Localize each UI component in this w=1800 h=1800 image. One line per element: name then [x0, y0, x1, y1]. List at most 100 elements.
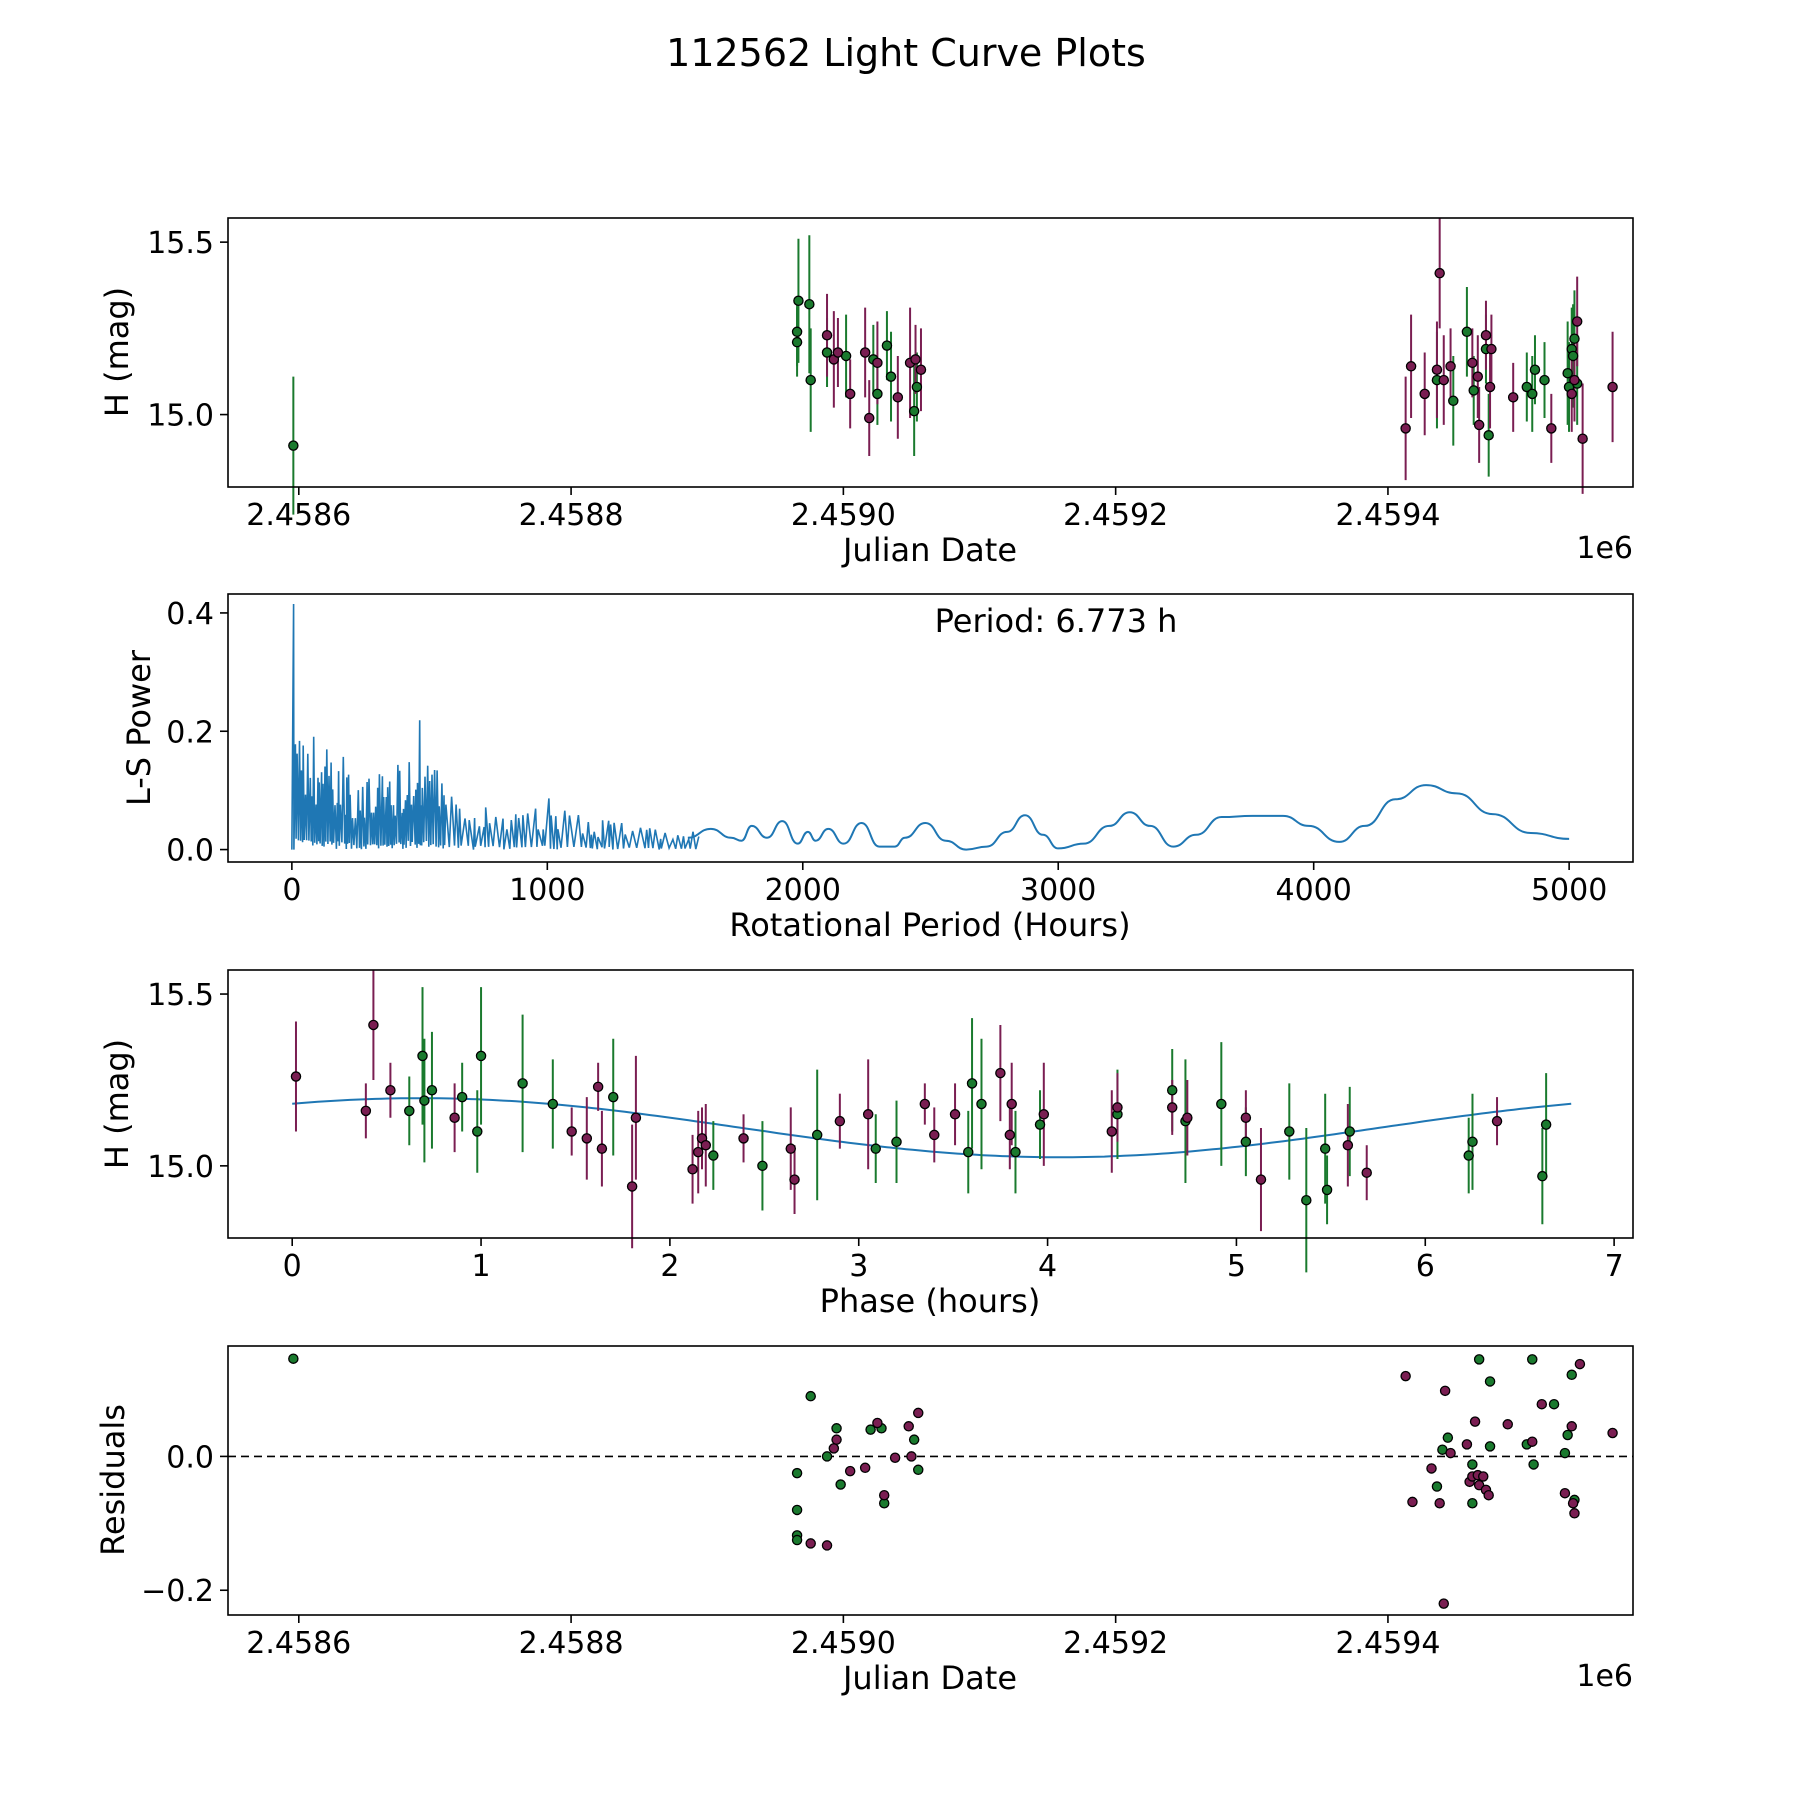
y-tick-label: 15.0	[147, 399, 214, 434]
x-tick-label: 2.4590	[791, 498, 896, 533]
green-data-point	[1344, 1126, 1355, 1137]
purple-data-point	[821, 330, 833, 341]
green-data-point	[811, 1129, 823, 1141]
purple-data-point	[859, 1462, 871, 1474]
x-tick-label: 0	[282, 873, 301, 908]
purple-data-point	[834, 1115, 846, 1127]
green-data-point	[831, 1423, 842, 1434]
purple-data-point	[949, 1109, 961, 1120]
x-tick-label: 4	[1038, 1249, 1057, 1284]
purple-data-point	[1607, 381, 1618, 393]
purple-data-point	[878, 1489, 890, 1501]
panel-periodogram: Rotational Period (Hours) L-S Power Peri…	[120, 593, 1634, 944]
green-data-point	[791, 336, 803, 348]
purple-data-point	[1405, 361, 1417, 372]
green-data-point	[891, 1136, 902, 1148]
phasefold-axes-frame	[227, 969, 1634, 1239]
lightcurve-y-label: H (mag)	[98, 287, 136, 417]
green-data-point	[417, 1050, 428, 1062]
x-tick-label: 3	[849, 1249, 868, 1284]
purple-data-point	[892, 392, 904, 403]
green-data-point	[791, 326, 803, 338]
y-tick-label: 0.2	[166, 715, 214, 750]
green-data-point	[805, 1390, 816, 1402]
green-data-point	[791, 1504, 803, 1516]
purple-data-point	[789, 1174, 800, 1185]
purple-data-point	[1438, 374, 1450, 386]
purple-data-point	[566, 1126, 577, 1137]
green-data-point	[475, 1050, 487, 1062]
purple-data-point	[1527, 1436, 1538, 1447]
green-data-point	[804, 298, 815, 310]
purple-data-point	[1484, 381, 1496, 393]
purple-data-point	[692, 1146, 704, 1158]
purple-data-point	[1507, 392, 1519, 403]
residuals-plot-area	[228, 1353, 1633, 1609]
green-data-point	[426, 1085, 438, 1096]
green-data-point	[791, 1534, 803, 1546]
green-data-point	[1301, 1194, 1312, 1206]
lightcurve-plot-area	[288, 218, 1618, 515]
purple-data-point	[1419, 388, 1430, 400]
purple-data-point	[1400, 1370, 1411, 1382]
y-tick-label: 15.5	[147, 226, 214, 261]
x-tick-label: 2.4592	[1063, 498, 1168, 533]
lightcurve-x-label: Julian Date	[841, 531, 1017, 569]
x-tick-label: 2.4586	[246, 498, 351, 533]
purple-data-point	[592, 1081, 604, 1093]
purple-data-point	[1434, 267, 1445, 279]
purple-data-point	[859, 347, 871, 358]
green-data-point	[1319, 1143, 1331, 1154]
purple-data-point	[872, 357, 883, 369]
green-data-point	[865, 1424, 876, 1435]
purple-data-point	[687, 1164, 698, 1175]
purple-data-point	[1004, 1129, 1016, 1141]
purple-data-point	[1106, 1126, 1118, 1137]
green-data-point	[288, 440, 299, 451]
green-data-point	[1034, 1119, 1046, 1130]
purple-data-point	[906, 1451, 917, 1462]
purple-data-point	[1426, 1463, 1437, 1474]
green-data-point	[1461, 326, 1473, 338]
purple-data-point	[1006, 1098, 1017, 1110]
green-data-point	[472, 1126, 483, 1137]
green-data-point	[1562, 1429, 1573, 1441]
x-tick-label: 2.4594	[1335, 1626, 1440, 1661]
green-data-point	[1569, 333, 1580, 344]
periodogram-dense-line	[291, 604, 700, 851]
periodogram-x-label: Rotational Period (Hours)	[729, 906, 1130, 944]
green-data-point	[881, 340, 893, 351]
purple-data-point	[1571, 316, 1583, 327]
purple-data-point	[360, 1105, 372, 1117]
x-tick-label: 0	[283, 1249, 302, 1284]
purple-data-point	[919, 1098, 931, 1110]
purple-data-point	[1439, 1385, 1451, 1397]
periodogram-axes-frame	[227, 593, 1634, 863]
phasefold-plot-area	[290, 970, 1572, 1273]
purple-data-point	[1574, 1358, 1586, 1370]
green-data-point	[1284, 1126, 1295, 1137]
green-data-point	[1528, 1459, 1539, 1470]
purple-data-point	[1569, 374, 1580, 386]
x-tick-label: 2.4592	[1063, 1626, 1168, 1661]
panel-phasefold: Phase (hours) H (mag) 0 1 2 3 4 5 6 7 15.0 15.5	[98, 969, 1634, 1320]
purple-data-point	[1461, 1439, 1473, 1450]
green-data-point	[1567, 350, 1579, 362]
phasefold-y-label: H (mag)	[98, 1039, 136, 1169]
green-data-point	[1431, 1481, 1443, 1492]
green-data-point	[1321, 1184, 1333, 1196]
green-data-point	[1548, 1398, 1560, 1410]
purple-data-point	[1486, 343, 1497, 355]
purple-data-point	[1255, 1174, 1267, 1185]
purple-data-point	[1607, 1427, 1618, 1439]
green-data-point	[1527, 1354, 1538, 1365]
green-data-point	[791, 1467, 803, 1479]
green-data-point	[821, 1451, 833, 1462]
green-data-point	[419, 1095, 430, 1106]
y-tick-label: 0.4	[166, 597, 214, 632]
green-data-point	[547, 1098, 559, 1110]
x-tick-label: 2.4588	[519, 498, 624, 533]
green-data-point	[1539, 374, 1550, 386]
x-tick-label: 5	[1227, 1249, 1246, 1284]
